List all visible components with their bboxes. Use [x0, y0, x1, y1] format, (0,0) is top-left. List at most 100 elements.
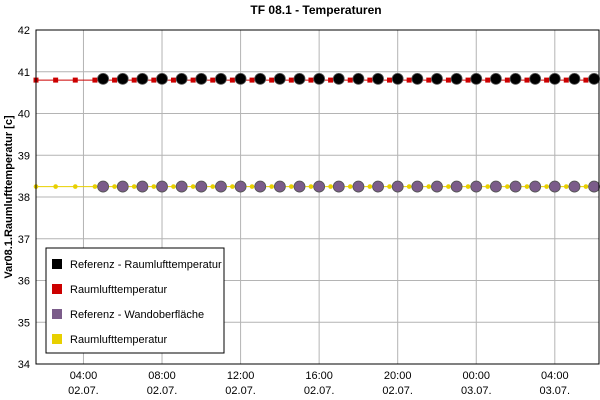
data-point — [308, 184, 314, 189]
data-point — [509, 180, 522, 193]
data-point — [465, 184, 471, 189]
x-tick-label-time: 08:00 — [148, 370, 176, 382]
data-point — [347, 184, 353, 189]
legend-swatch — [52, 284, 62, 294]
data-point — [529, 180, 542, 193]
data-point — [190, 184, 196, 189]
y-tick-label: 34 — [18, 359, 30, 371]
y-tick-label: 37 — [18, 234, 30, 246]
data-point — [431, 180, 443, 193]
data-point — [544, 77, 550, 83]
data-point — [116, 72, 129, 85]
data-point — [391, 72, 404, 85]
x-tick-label-time: 16:00 — [305, 370, 333, 382]
data-point — [151, 184, 157, 189]
data-point — [293, 180, 306, 193]
data-point — [426, 184, 432, 189]
x-tick-label-date: 03.07. — [540, 385, 571, 397]
data-point — [97, 180, 110, 193]
data-point — [53, 184, 58, 189]
legend-label: Raumlufttemperatur — [70, 284, 168, 296]
data-point — [445, 77, 451, 83]
data-point — [328, 184, 333, 189]
data-point — [588, 180, 600, 193]
y-tick-label: 36 — [18, 276, 30, 288]
x-axis-ticks: 04:00 02.07. 08:00 02.07. 12:00 02.07. 16:00 02… — [68, 370, 570, 397]
data-point — [431, 72, 443, 85]
data-point — [372, 72, 384, 85]
x-tick-label-time: 12:00 — [227, 370, 255, 382]
data-point — [136, 72, 149, 85]
data-point — [347, 77, 353, 83]
y-tick-label: 40 — [18, 109, 30, 121]
data-point — [563, 77, 569, 83]
data-point — [249, 184, 255, 189]
y-tick-label: 39 — [18, 150, 30, 162]
data-point — [489, 180, 502, 193]
data-point — [273, 180, 286, 193]
data-point — [568, 72, 581, 85]
data-point — [328, 77, 334, 83]
plot-frame — [35, 29, 600, 365]
data-point — [367, 77, 373, 83]
y-axis-label: Var08.1.Raumlufttemperatur [c] — [3, 115, 15, 279]
data-point — [112, 184, 117, 189]
data-point — [450, 72, 463, 85]
series-3 — [97, 180, 600, 193]
x-tick-label-time: 04:00 — [541, 370, 569, 382]
data-point — [269, 184, 274, 189]
data-point — [171, 184, 176, 189]
data-point — [426, 77, 432, 83]
x-tick-label-date: 02.07. — [68, 385, 99, 397]
data-point — [249, 77, 255, 83]
data-point — [485, 77, 491, 83]
data-point — [230, 184, 235, 189]
data-point — [175, 180, 188, 193]
data-point — [524, 77, 530, 83]
data-point — [332, 72, 345, 85]
data-point — [308, 77, 314, 83]
x-tick-label-time: 00:00 — [462, 370, 490, 382]
data-point — [72, 77, 78, 83]
data-point — [548, 72, 561, 85]
data-point — [446, 184, 451, 189]
data-point — [489, 72, 502, 85]
y-tick-label: 42 — [18, 25, 30, 37]
data-point — [588, 72, 600, 85]
data-point — [450, 180, 463, 193]
data-point — [505, 184, 510, 189]
data-point — [190, 77, 196, 83]
data-point — [504, 77, 510, 83]
data-point — [313, 180, 326, 193]
data-point — [293, 72, 306, 85]
data-point — [254, 180, 267, 193]
data-point — [406, 184, 412, 189]
data-point — [234, 72, 247, 85]
data-point — [156, 72, 168, 85]
data-point — [215, 180, 227, 193]
data-point — [352, 72, 365, 85]
x-tick-label-time: 04:00 — [70, 370, 98, 382]
legend-swatch — [52, 334, 62, 344]
data-point — [229, 77, 235, 83]
x-tick-label-date: 03.07. — [461, 385, 492, 397]
data-point — [406, 77, 412, 83]
legend-label: Raumlufttemperatur — [70, 334, 168, 346]
data-point — [116, 180, 129, 193]
data-point — [210, 77, 216, 83]
data-point — [53, 77, 59, 83]
x-tick-label-date: 02.07. — [382, 385, 413, 397]
x-tick-label-time: 20:00 — [384, 370, 412, 382]
x-tick-label-date: 02.07. — [304, 385, 335, 397]
data-point — [131, 77, 137, 83]
data-point — [372, 180, 384, 193]
y-tick-label: 41 — [18, 67, 30, 79]
data-point — [583, 184, 589, 189]
data-point — [470, 72, 483, 85]
data-point — [544, 184, 549, 189]
plot-series — [33, 72, 600, 193]
data-point — [391, 180, 404, 193]
data-point — [210, 184, 216, 189]
data-point — [509, 72, 522, 85]
